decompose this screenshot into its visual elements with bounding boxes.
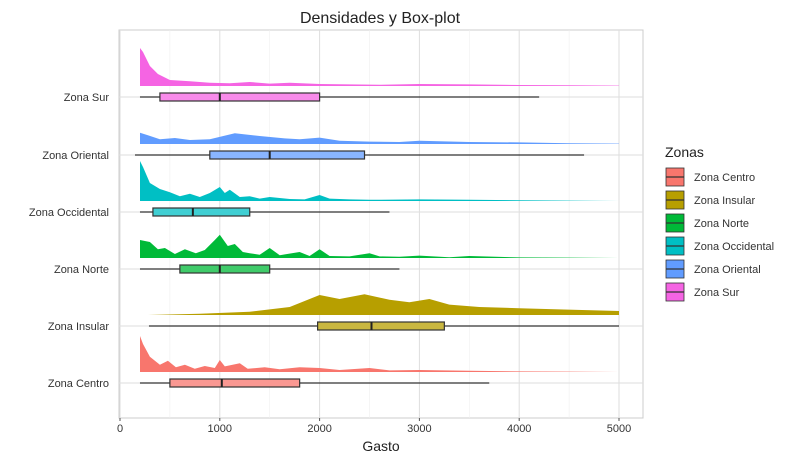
legend-title: Zonas bbox=[665, 144, 704, 160]
x-axis-title: Gasto bbox=[362, 438, 400, 454]
x-tick-label: 0 bbox=[117, 423, 123, 435]
x-tick-label: 4000 bbox=[507, 423, 531, 435]
x-tick-label: 5000 bbox=[607, 423, 631, 435]
legend-item: Zona Centro bbox=[665, 167, 755, 187]
legend-label: Zona Insular bbox=[694, 195, 755, 207]
y-axis: Zona Centro Zona Insular Zona Norte Zona Oc… bbox=[29, 92, 109, 390]
legend-item: Zona Oriental bbox=[665, 259, 761, 279]
box-iqr bbox=[317, 321, 445, 331]
plot-panel bbox=[118, 29, 644, 419]
density-zona-norte bbox=[140, 234, 619, 258]
legend-item: Zona Occidental bbox=[665, 236, 774, 256]
density-zona-oriental bbox=[140, 132, 619, 144]
legend-item: Zona Norte bbox=[665, 213, 749, 233]
y-tick-label: Zona Oriental bbox=[42, 150, 109, 162]
x-axis: 0 1000 2000 3000 4000 5000 bbox=[117, 418, 631, 435]
density-zona-sur bbox=[140, 48, 619, 86]
legend-label: Zona Occidental bbox=[694, 241, 774, 253]
box-iqr bbox=[159, 92, 321, 102]
legend: Zonas Zona Centro Zona Insular Zona Norte Z… bbox=[665, 144, 774, 302]
box-iqr bbox=[209, 150, 366, 160]
y-tick-label: Zona Centro bbox=[48, 378, 109, 390]
density-layer bbox=[140, 48, 619, 372]
legend-label: Zona Norte bbox=[694, 218, 749, 230]
x-tick-label: 2000 bbox=[307, 423, 331, 435]
density-zona-insular bbox=[147, 294, 619, 315]
x-tick-label: 3000 bbox=[407, 423, 431, 435]
box-iqr bbox=[179, 264, 271, 274]
chart-title: Densidades y Box-plot bbox=[300, 10, 461, 27]
y-tick-label: Zona Occidental bbox=[29, 207, 109, 219]
box-layer bbox=[134, 92, 619, 388]
box-iqr bbox=[169, 378, 301, 388]
x-tick-label: 1000 bbox=[208, 423, 232, 435]
density-zona-occidental bbox=[140, 161, 619, 201]
box-iqr bbox=[152, 207, 251, 217]
y-tick-label: Zona Sur bbox=[64, 92, 110, 104]
y-tick-label: Zona Insular bbox=[48, 321, 109, 333]
legend-label: Zona Oriental bbox=[694, 264, 761, 276]
legend-item: Zona Insular bbox=[665, 190, 755, 210]
density-zona-centro bbox=[140, 336, 619, 372]
legend-item: Zona Sur bbox=[665, 282, 740, 302]
legend-label: Zona Centro bbox=[694, 172, 755, 184]
y-tick-label: Zona Norte bbox=[54, 264, 109, 276]
legend-label: Zona Sur bbox=[694, 287, 740, 299]
